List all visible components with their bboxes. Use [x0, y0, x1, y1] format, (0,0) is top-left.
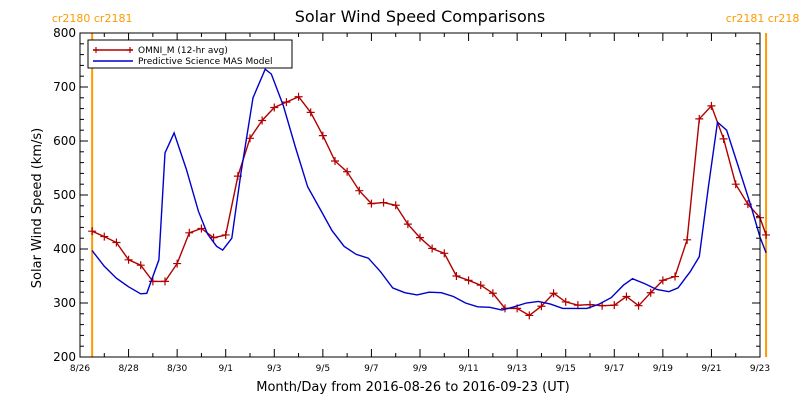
x-tick-label: 9/13 [507, 364, 527, 374]
data-point-marker [270, 103, 279, 112]
data-point-marker [719, 134, 728, 143]
legend-marker [127, 47, 133, 53]
data-point-marker [331, 156, 339, 165]
data-point-marker [671, 272, 679, 281]
data-point-marker [258, 116, 267, 125]
y-axis: 200 300 400 500 600 700 800 [53, 26, 760, 364]
data-point-marker [646, 288, 655, 297]
data-point-marker [221, 230, 230, 239]
x-axis: 8/26 8/28 8/30 9/1 9/3 9/5 9/7 9/9 9/11 9/13 9/15 9… [70, 33, 770, 374]
carrington-markers: cr2180 cr2181 cr2181 cr2182 [52, 12, 800, 357]
data-point-marker [161, 277, 169, 286]
y-tick-label: 400 [53, 242, 76, 256]
data-point-marker [622, 292, 631, 301]
data-point-marker [294, 92, 303, 101]
y-tick-label: 500 [53, 188, 76, 202]
data-point-marker [173, 259, 182, 268]
y-tick-label: 800 [53, 26, 76, 40]
data-point-marker [112, 238, 121, 247]
data-point-marker [391, 201, 400, 210]
plot-area-frame [79, 32, 761, 358]
data-point-marker [282, 98, 291, 107]
y-tick-label: 300 [53, 296, 76, 310]
data-point-marker [416, 233, 424, 242]
x-tick-label: 9/5 [316, 364, 330, 374]
data-point-marker [488, 289, 497, 298]
data-point-marker [707, 101, 716, 110]
data-point-marker [343, 167, 352, 176]
x-tick-label: 9/1 [218, 364, 232, 374]
y-tick-label: 200 [53, 350, 76, 364]
data-point-marker [452, 272, 461, 280]
x-tick-label: 8/26 [70, 364, 90, 374]
x-tick-label: 9/19 [653, 364, 673, 374]
x-tick-label: 9/23 [750, 364, 770, 374]
x-tick-label: 9/3 [267, 364, 281, 374]
series-2 [91, 68, 767, 311]
data-point-marker [355, 186, 364, 195]
series-line [91, 68, 767, 311]
data-point-marker [549, 289, 558, 298]
data-point-marker [428, 244, 437, 253]
data-point-marker [683, 235, 692, 244]
legend-label: OMNI_M (12-hr avg) [138, 46, 228, 56]
y-tick-label: 700 [53, 80, 76, 94]
data-point-marker [148, 277, 157, 286]
y-tick-label: 600 [53, 134, 76, 148]
legend-box [87, 39, 293, 69]
x-tick-label: 9/17 [604, 364, 624, 374]
x-tick-label: 9/15 [556, 364, 576, 374]
x-tick-label: 9/21 [701, 364, 721, 374]
x-tick-label: 9/9 [413, 364, 428, 374]
data-point-marker [197, 224, 206, 233]
data-point-marker [306, 108, 315, 117]
data-point-marker [100, 232, 109, 241]
data-point-marker [525, 311, 534, 320]
data-point-marker [403, 220, 412, 229]
data-point-marker [476, 281, 485, 290]
series-1 [88, 92, 771, 320]
chart-title: Solar Wind Speed Comparisons [295, 7, 546, 26]
x-axis-title: Month/Day from 2016-08-26 to 2016-09-23 … [256, 380, 569, 395]
data-point-marker [124, 255, 133, 264]
legend-label: Predictive Science MAS Model [138, 57, 273, 67]
data-point-marker [658, 276, 667, 285]
data-point-marker [246, 134, 254, 143]
data-point-marker [561, 297, 570, 306]
data-point-marker [185, 228, 194, 237]
data-point-marker [762, 230, 771, 239]
data-point-marker [695, 114, 704, 123]
x-tick-label: 8/28 [118, 364, 138, 374]
series-layer [88, 68, 771, 320]
legend: OMNI_M (12-hr avg)Predictive Science MAS… [87, 39, 293, 69]
data-point-marker [610, 301, 619, 310]
x-tick-label: 8/30 [167, 364, 187, 374]
data-point-marker [537, 302, 546, 311]
x-tick-label: 9/7 [364, 364, 378, 374]
data-point-marker [88, 227, 97, 236]
data-point-marker [367, 199, 376, 208]
carrington-label: cr2181 cr2182 [726, 12, 800, 25]
carrington-label: cr2180 cr2181 [52, 12, 133, 25]
data-point-marker [136, 261, 145, 270]
data-point-marker [318, 131, 327, 140]
data-point-marker [440, 249, 449, 258]
x-tick-label: 9/11 [458, 364, 478, 374]
data-point-marker [634, 301, 643, 310]
legend-marker [93, 47, 99, 53]
data-point-marker [464, 276, 473, 285]
y-axis-title: Solar Wind Speed (km/s) [30, 128, 45, 288]
data-point-marker [379, 198, 388, 207]
data-point-marker [731, 180, 740, 189]
